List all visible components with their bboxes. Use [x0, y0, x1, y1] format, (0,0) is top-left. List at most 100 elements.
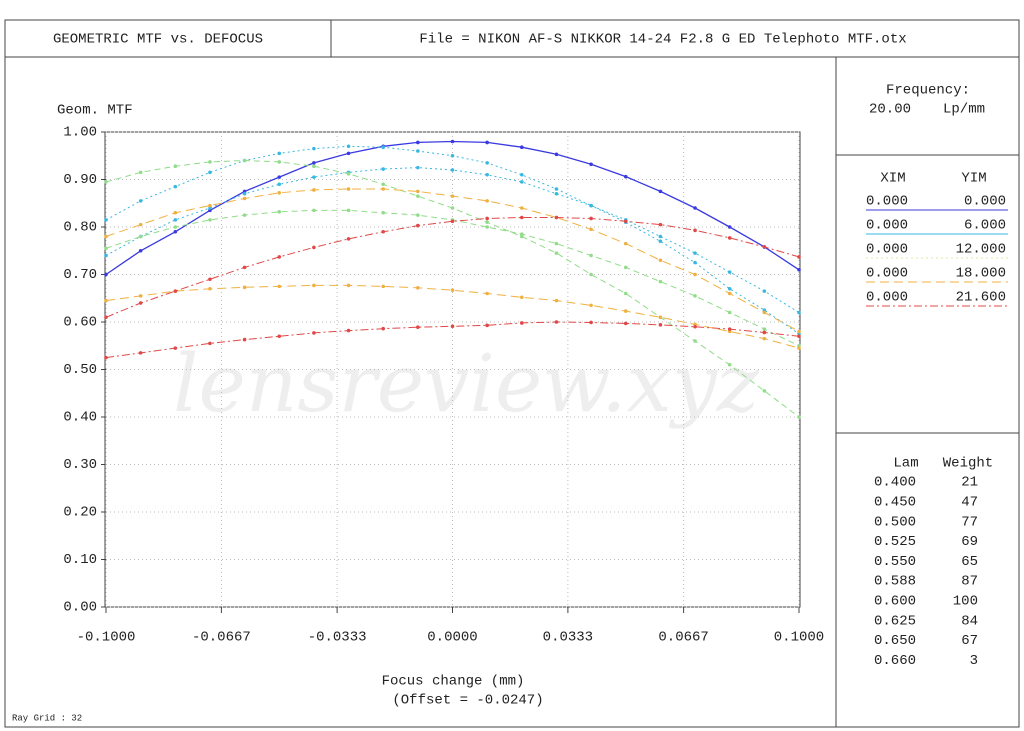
y-axis-label: Geom. MTF	[57, 103, 133, 119]
data-point	[416, 213, 420, 217]
data-point	[346, 208, 351, 213]
data-point	[589, 303, 593, 308]
data-point	[554, 251, 559, 255]
y-tick-label: 0.10	[63, 552, 97, 568]
data-point	[797, 346, 801, 350]
data-point	[520, 295, 524, 300]
data-point	[277, 160, 282, 164]
yim-value: 6.000	[964, 218, 1006, 234]
data-point	[485, 161, 489, 165]
data-point	[623, 174, 628, 179]
data-point	[381, 326, 386, 331]
data-point	[138, 170, 143, 175]
data-point	[312, 188, 316, 192]
data-point	[693, 324, 697, 329]
lam-value: 0.525	[874, 534, 916, 550]
x-axis-label: Focus change (mm)	[382, 674, 525, 690]
data-point	[520, 321, 524, 325]
data-point	[450, 194, 455, 198]
series-line	[105, 217, 800, 318]
y-tick-label: 0.60	[63, 315, 97, 331]
data-point	[104, 253, 108, 258]
data-point	[242, 213, 247, 217]
data-point	[312, 146, 316, 151]
data-point	[138, 222, 143, 227]
data-point	[208, 160, 212, 164]
data-point	[277, 334, 282, 339]
data-point	[797, 334, 801, 339]
data-point	[381, 187, 386, 191]
watermark: lensreview.xyz	[173, 337, 760, 430]
data-point	[762, 330, 767, 335]
data-point	[104, 234, 108, 239]
data-point	[138, 351, 143, 355]
data-point	[208, 218, 212, 222]
data-point	[450, 139, 455, 144]
lam-value: 0.588	[874, 574, 916, 590]
data-point	[381, 284, 386, 289]
data-point	[104, 355, 108, 360]
y-tick-label: 0.50	[63, 362, 97, 378]
data-point	[277, 182, 282, 187]
data-point	[623, 291, 628, 296]
frame	[4, 19, 1020, 728]
data-point	[797, 267, 801, 272]
data-point	[416, 223, 420, 228]
data-point	[693, 251, 697, 255]
data-point	[104, 298, 108, 303]
data-point	[242, 337, 247, 342]
weight-value: 77	[961, 514, 978, 530]
data-point	[520, 206, 524, 210]
y-tick-label: 1.00	[63, 125, 97, 141]
x-tick-label: 0.1000	[774, 630, 824, 646]
data-point	[797, 255, 801, 259]
data-point	[727, 236, 732, 240]
data-point	[416, 325, 420, 330]
data-point	[554, 320, 559, 324]
data-point	[346, 328, 351, 333]
data-point	[104, 246, 108, 251]
data-point	[208, 203, 212, 208]
data-point	[762, 310, 767, 315]
data-point	[623, 265, 628, 270]
y-tick-label: 0.30	[63, 457, 97, 473]
column-header: Weight	[943, 456, 993, 472]
data-point	[762, 327, 767, 331]
footer: Ray Grid : 32	[12, 713, 82, 723]
data-point	[381, 210, 386, 215]
data-point	[450, 288, 455, 292]
data-point	[727, 310, 732, 315]
data-point	[138, 199, 143, 203]
series-line	[105, 167, 800, 335]
data-point	[104, 180, 108, 184]
data-point	[658, 234, 663, 239]
data-point	[797, 329, 801, 334]
data-point	[277, 284, 282, 289]
data-point	[312, 161, 316, 165]
data-point	[381, 167, 386, 171]
data-point	[312, 175, 316, 179]
frequency-unit: Lp/mm	[943, 102, 985, 118]
data-point	[312, 208, 316, 213]
data-point	[173, 218, 178, 222]
data-point	[312, 164, 316, 168]
yim-value: 18.000	[956, 266, 1006, 282]
data-point	[277, 255, 282, 259]
data-point	[762, 389, 767, 393]
data-point	[346, 172, 351, 176]
data-point	[623, 219, 628, 224]
data-point	[554, 298, 559, 303]
xim-value: 0.000	[866, 242, 908, 258]
weight-value: 67	[961, 633, 978, 649]
column-header: YIM	[961, 171, 986, 187]
data-point	[589, 203, 593, 208]
data-point	[693, 294, 697, 298]
y-tick-label: 0.20	[63, 505, 97, 521]
data-point	[658, 222, 663, 227]
data-point	[416, 194, 420, 198]
frequency-value: 20.00	[869, 102, 911, 118]
lam-value: 0.400	[874, 475, 916, 491]
data-point	[208, 286, 212, 291]
data-point	[450, 206, 455, 210]
data-point	[173, 210, 178, 215]
